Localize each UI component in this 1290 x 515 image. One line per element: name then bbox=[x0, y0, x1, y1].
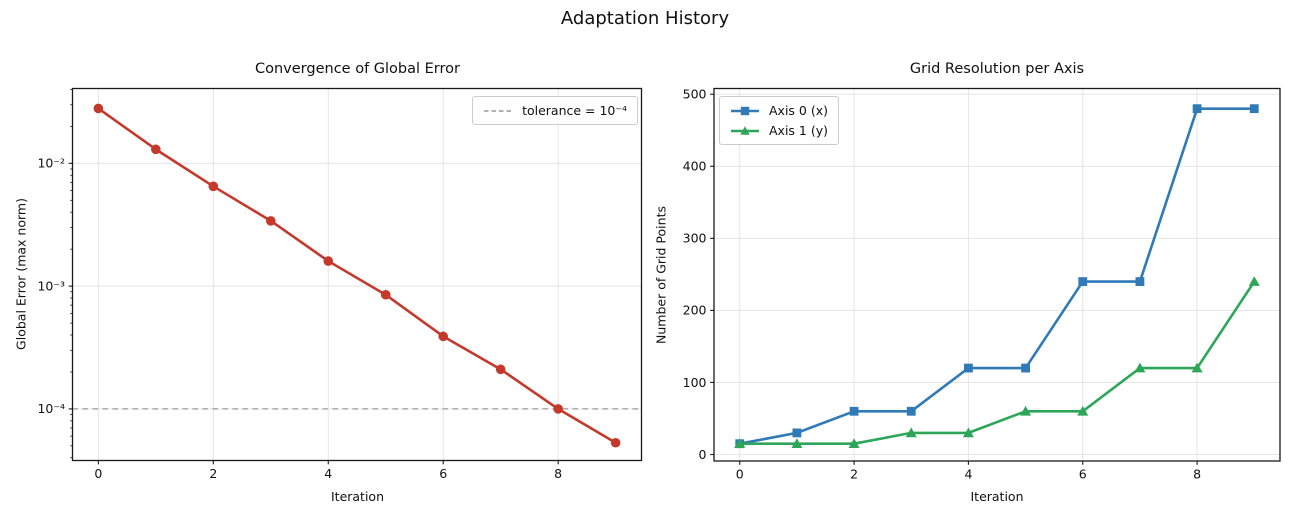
axis-1-y-line bbox=[738, 280, 1256, 446]
y-tick-label: 200 bbox=[683, 303, 707, 318]
x-tick-label: 8 bbox=[554, 466, 562, 481]
global-error-marker bbox=[93, 103, 104, 114]
y-tick-label: 300 bbox=[683, 231, 707, 246]
axis-0-x-marker bbox=[964, 363, 973, 373]
global-error-marker bbox=[610, 437, 621, 448]
axis-1-y-marker bbox=[734, 438, 746, 449]
global-error-marker bbox=[438, 331, 449, 342]
x-tick-label: 8 bbox=[1193, 467, 1201, 482]
axis-0-x-marker bbox=[1192, 104, 1202, 114]
global-error-line bbox=[97, 107, 617, 445]
axis-0-x-line bbox=[738, 107, 1256, 446]
x-tick-label: 6 bbox=[1079, 467, 1087, 482]
axis-0-x-marker bbox=[1135, 277, 1145, 286]
dashed-line-sample-icon bbox=[484, 109, 513, 112]
left-chart-ylabel: Global Error (max norm) bbox=[13, 198, 29, 350]
figure-suptitle: Adaptation History bbox=[560, 8, 730, 29]
axis-1-y-marker bbox=[848, 438, 860, 449]
global-error-marker bbox=[553, 404, 563, 414]
x-tick-label: 6 bbox=[439, 466, 447, 481]
axis1-legend-label: Axis 1 (y) bbox=[769, 123, 828, 138]
y-tick-label: 100 bbox=[683, 375, 707, 390]
y-tick-label: 500 bbox=[683, 87, 707, 102]
global-error-marker bbox=[323, 256, 334, 266]
right-chart-ylabel: Number of Grid Points bbox=[653, 206, 669, 344]
x-tick-label: 2 bbox=[209, 466, 217, 481]
axis-0-x-marker bbox=[849, 406, 859, 416]
axis-1-y-marker bbox=[1077, 405, 1089, 416]
axis-0-x-marker bbox=[792, 428, 802, 438]
global-error-marker bbox=[151, 144, 161, 155]
series-legend: Axis 0 (x) Axis 1 (y) bbox=[719, 96, 839, 145]
axis-1-y-marker bbox=[905, 427, 917, 438]
triangle-marker-sample-icon bbox=[731, 125, 759, 135]
legend-entry-axis0: Axis 0 (x) bbox=[730, 103, 828, 118]
left-chart-xlabel: Iteration bbox=[330, 489, 385, 504]
global-error-marker bbox=[380, 289, 391, 300]
axis-1-y-marker bbox=[1134, 362, 1146, 373]
axis-1-y-marker bbox=[1020, 405, 1032, 416]
x-tick-label: 4 bbox=[964, 467, 972, 482]
global-error-marker bbox=[265, 216, 276, 226]
tolerance-legend: tolerance = 10⁻⁴ bbox=[472, 96, 638, 125]
y-tick-label: 0 bbox=[699, 447, 707, 462]
axis-1-y-marker bbox=[1248, 276, 1260, 286]
x-tick-label: 2 bbox=[850, 467, 858, 482]
x-tick-label: 4 bbox=[324, 466, 332, 481]
tolerance-legend-label: tolerance = 10⁻⁴ bbox=[522, 103, 627, 118]
axis0-legend-label: Axis 0 (x) bbox=[769, 103, 828, 118]
y-tick-label: 400 bbox=[683, 159, 707, 174]
axis-0-x-marker bbox=[1249, 104, 1259, 114]
axis-0-x-marker bbox=[906, 406, 916, 416]
square-marker-sample-icon bbox=[731, 106, 759, 115]
x-tick-label: 0 bbox=[736, 467, 744, 482]
axes-spines bbox=[713, 87, 1281, 462]
axis-1-y-marker bbox=[1191, 362, 1203, 373]
axis-1-y-marker bbox=[791, 438, 803, 449]
legend-entry-tolerance: tolerance = 10⁻⁴ bbox=[483, 103, 627, 118]
right-chart-title: Grid Resolution per Axis bbox=[909, 61, 1085, 77]
axis-0-x-marker bbox=[1078, 277, 1088, 286]
axes-spines bbox=[71, 87, 643, 462]
legend-entry-axis1: Axis 1 (y) bbox=[730, 123, 828, 138]
right-chart-xlabel: Iteration bbox=[970, 489, 1024, 504]
y-tick-label: 10⁻⁴ bbox=[37, 401, 65, 416]
left-chart-title: Convergence of Global Error bbox=[254, 61, 460, 77]
y-tick-label: 10⁻² bbox=[37, 156, 65, 171]
axis-0-x-marker bbox=[1021, 363, 1030, 373]
global-error-marker bbox=[208, 181, 219, 192]
y-tick-label: 10⁻³ bbox=[37, 278, 65, 293]
global-error-marker bbox=[495, 364, 506, 375]
x-tick-label: 0 bbox=[94, 466, 102, 481]
axis-1-y-marker bbox=[962, 427, 974, 438]
